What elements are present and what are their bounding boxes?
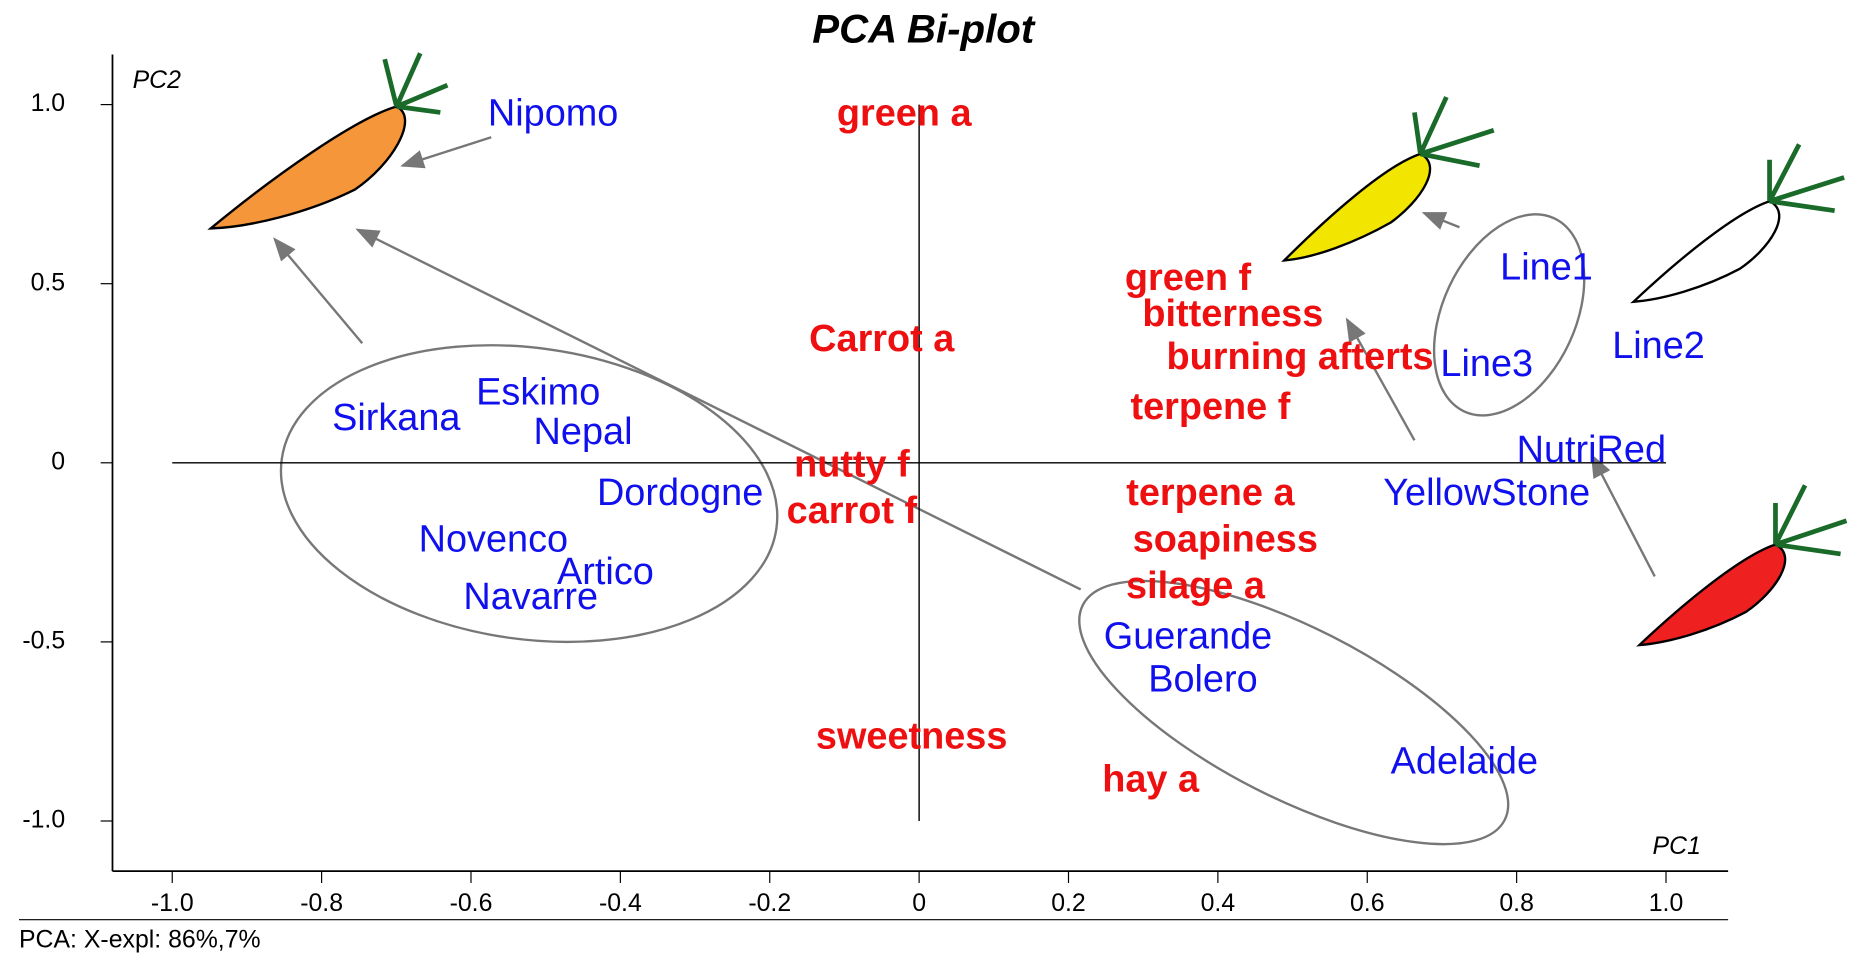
point-label: YellowStone — [1383, 472, 1590, 514]
chart-title: PCA Bi-plot — [812, 7, 1036, 52]
point-label: NutriRed — [1517, 429, 1666, 471]
carrot-yellow — [1284, 97, 1494, 260]
point-label: Sirkana — [332, 397, 461, 439]
carrot-white — [1633, 144, 1844, 301]
point-label: carrot f — [787, 490, 918, 532]
point-label: Navarre — [463, 576, 598, 618]
x-tick-label: -1.0 — [151, 890, 194, 917]
point-label: terpene a — [1126, 472, 1295, 514]
point-label: soapiness — [1133, 519, 1318, 561]
x-tick-label: -0.4 — [599, 890, 642, 917]
point-label: Adelaide — [1391, 741, 1538, 783]
point-label: Line1 — [1500, 246, 1593, 288]
arrow — [1592, 456, 1655, 577]
point-label: hay a — [1102, 759, 1200, 801]
point-label: Carrot a — [809, 318, 955, 360]
y-tick-label: -1.0 — [22, 807, 65, 834]
y-tick-label: 0.5 — [31, 269, 66, 296]
carrot-red — [1639, 485, 1846, 645]
arrow — [275, 239, 363, 343]
chart: PCA Bi-plot PC2 PC1 PCA: X-expl: 86%,7% … — [0, 0, 1856, 954]
footer: PCA: X-expl: 86%,7% — [19, 927, 261, 954]
point-label: silage a — [1126, 565, 1266, 607]
cluster-ellipse — [1044, 529, 1543, 896]
x-tick-label: -0.8 — [300, 890, 343, 917]
point-label: Bolero — [1148, 658, 1257, 700]
point-label: Line2 — [1612, 325, 1705, 367]
point-label: Eskimo — [476, 372, 600, 414]
point-label: Guerande — [1104, 615, 1272, 657]
carrot-orange — [211, 53, 448, 228]
x-tick-label: 0.2 — [1051, 890, 1086, 917]
y-axis-label: PC2 — [133, 67, 182, 94]
cluster-ellipse — [1404, 190, 1614, 439]
point-label: Novenco — [419, 519, 568, 561]
point-label: burning afterts — [1166, 336, 1433, 378]
y-tick-label: -0.5 — [22, 627, 65, 654]
x-tick-label: 0.6 — [1350, 890, 1385, 917]
x-tick-label: 1.0 — [1649, 890, 1684, 917]
x-tick-label: 0.8 — [1499, 890, 1534, 917]
x-tick-label: -0.6 — [450, 890, 493, 917]
x-tick-label: 0.4 — [1201, 890, 1236, 917]
point-label: Nipomo — [488, 92, 618, 134]
y-tick-label: 0 — [51, 448, 65, 475]
point-label: Nepal — [534, 411, 633, 453]
x-tick-label: -0.2 — [748, 890, 791, 917]
arrow — [1424, 213, 1460, 227]
point-label: green a — [837, 92, 973, 134]
y-tick-label: 1.0 — [31, 90, 66, 117]
point-label: nutty f — [794, 443, 910, 485]
point-label: Line3 — [1440, 343, 1533, 385]
point-label: sweetness — [816, 716, 1008, 758]
arrow — [402, 137, 491, 165]
x-tick-label: 0 — [912, 890, 926, 917]
point-label: bitterness — [1142, 293, 1323, 335]
x-axis-label: PC1 — [1653, 833, 1701, 860]
point-label: terpene f — [1130, 386, 1290, 428]
point-label: Dordogne — [597, 472, 763, 514]
